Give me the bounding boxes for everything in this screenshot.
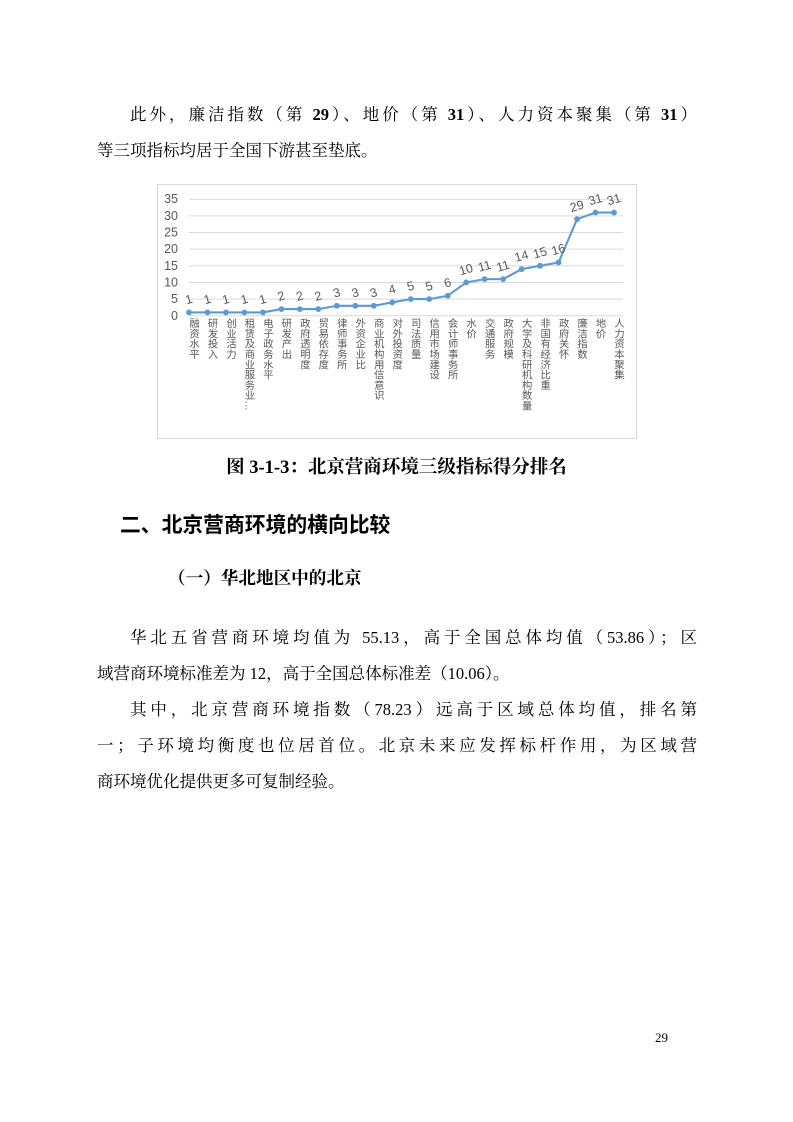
svg-text:3: 3 [331, 285, 342, 300]
svg-text:3: 3 [368, 285, 379, 300]
svg-text:0: 0 [171, 309, 178, 323]
svg-text:16: 16 [550, 241, 567, 258]
svg-text:31: 31 [587, 191, 604, 208]
svg-text:31: 31 [605, 191, 622, 208]
svg-text:11: 11 [476, 258, 492, 275]
svg-text:11: 11 [495, 258, 511, 275]
svg-text:15: 15 [531, 244, 548, 261]
svg-text:30: 30 [164, 209, 178, 223]
svg-text:10: 10 [164, 275, 178, 289]
svg-text:2: 2 [313, 289, 324, 304]
svg-text:25: 25 [164, 226, 178, 240]
svg-text:3: 3 [350, 285, 361, 300]
svg-text:15: 15 [164, 259, 178, 273]
svg-text:20: 20 [164, 242, 178, 256]
svg-text:2: 2 [276, 289, 287, 304]
svg-text:10: 10 [457, 261, 474, 278]
svg-text:14: 14 [513, 248, 530, 265]
svg-text:5: 5 [424, 279, 435, 294]
svg-text:5: 5 [171, 292, 178, 306]
svg-text:4: 4 [387, 282, 398, 297]
svg-text:29: 29 [568, 198, 585, 215]
svg-text:35: 35 [164, 192, 178, 206]
svg-text:5: 5 [405, 279, 416, 294]
svg-text:2: 2 [294, 289, 305, 304]
